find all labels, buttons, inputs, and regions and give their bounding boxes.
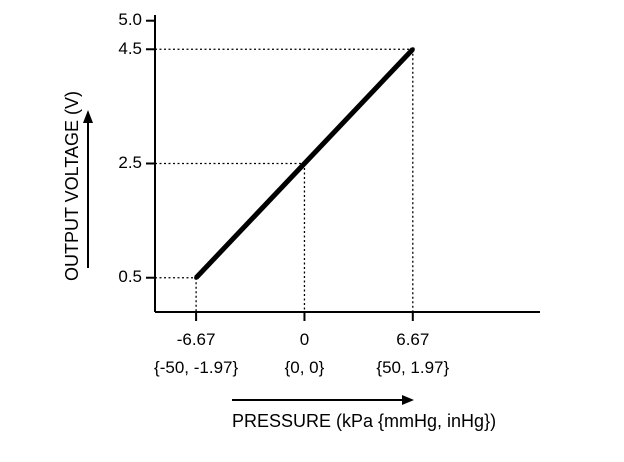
y-axis-title: OUTPUT VOLTAGE (V) [62,91,82,281]
series-layer [194,47,415,280]
y-tick-label: 4.5 [118,39,142,58]
y-tick-label: 2.5 [118,153,142,172]
x-tick-sublabel: {0, 0} [285,358,325,377]
x-tick-label: 6.67 [396,330,429,349]
axes [154,15,540,313]
ticks: 0.5 2.5 4.5 5.0 -6.67 {-50, -1.97} 0 {0, 0} 6.67… [118,10,449,377]
reference-lines [155,48,414,312]
data-point [194,275,199,280]
output-voltage-line [194,47,415,280]
y-tick-label: 0.5 [118,267,142,286]
x-tick-sublabel: {50, 1.97} [376,358,449,377]
data-point [410,47,415,52]
x-axis-title: PRESSURE (kPa {mmHg, inHg}) [232,411,496,431]
y-axis-arrow [83,110,93,268]
x-axis-arrow [232,395,414,405]
x-tick-label: -6.67 [177,330,216,349]
x-tick-sublabel: {-50, -1.97} [154,358,238,377]
y-tick-label: 5.0 [118,10,142,29]
x-tick-label: 0 [300,330,309,349]
